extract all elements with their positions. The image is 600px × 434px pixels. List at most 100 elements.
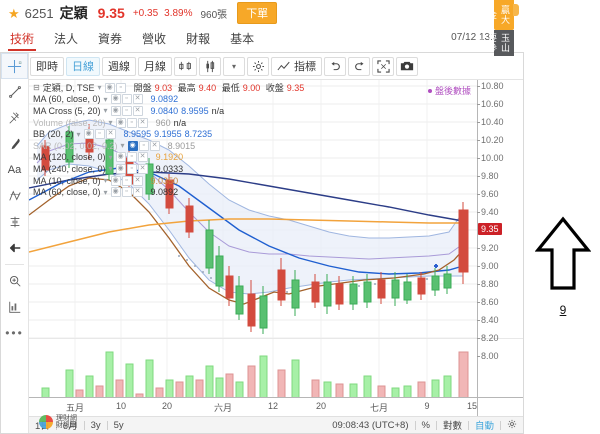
eye-icon[interactable]: ◉ [115, 152, 126, 163]
legend-toggle-group[interactable]: ◉ ▫ [104, 82, 127, 93]
eye-icon[interactable]: ◉ [110, 187, 121, 198]
close-icon[interactable]: ✕ [137, 163, 148, 174]
close-icon[interactable]: ✕ [132, 94, 143, 105]
eye-icon[interactable]: ◉ [127, 140, 138, 151]
interval-monthly[interactable]: 月線 [138, 56, 172, 76]
chevron-down-icon[interactable]: ▾ [103, 187, 108, 197]
close-icon[interactable]: ✕ [132, 175, 143, 186]
chevron-down-icon[interactable]: ▾ [103, 176, 108, 186]
forecast-tool[interactable] [1, 209, 28, 235]
chart-plot-area[interactable]: 盤後數據 ⊟ 定穎, D, TSE ▾ ◉ ▫ 開盤 9.03 最高 9.40 最低… [29, 80, 523, 433]
undo-button[interactable] [324, 56, 346, 76]
settings-icon[interactable]: ▫ [121, 105, 132, 116]
side-tab-promo[interactable]: 贏大金 [487, 0, 514, 30]
log-scale-button[interactable]: 對數 [442, 421, 462, 432]
snapshot-button[interactable] [396, 56, 418, 76]
close-icon[interactable]: ✕ [137, 117, 148, 128]
pitchfork-tool[interactable] [1, 105, 28, 131]
eye-icon[interactable]: ◉ [110, 175, 121, 186]
range-3y[interactable]: 3y [90, 419, 101, 431]
chevron-down-icon[interactable]: ▾ [103, 106, 108, 116]
range-5y[interactable]: 5y [113, 419, 124, 431]
interval-weekly[interactable]: 週線 [102, 56, 136, 76]
settings-icon[interactable]: ▫ [94, 129, 105, 140]
chevron-down-icon[interactable]: ▾ [120, 141, 125, 151]
legend-row-ma120[interactable]: MA (120, close, 0) ▾ ◉ ▫ ✕ 9.1920 [33, 152, 184, 163]
chevron-down-icon[interactable]: ▾ [108, 152, 113, 162]
pane-divider[interactable] [29, 338, 523, 339]
tab-financials[interactable]: 財報 [186, 32, 211, 46]
eye-icon[interactable]: ◉ [104, 82, 115, 93]
eye-icon[interactable]: ◉ [110, 94, 121, 105]
chart-settings-button[interactable] [247, 56, 269, 76]
brush-tool[interactable] [1, 131, 28, 157]
settings-icon[interactable]: ▫ [121, 94, 132, 105]
order-button[interactable]: 下單 [237, 2, 278, 24]
chevron-down-icon[interactable]: ▾ [108, 118, 113, 128]
chart-type-button[interactable] [174, 56, 197, 76]
legend-row-volume[interactable]: Volume (false, 20) ▾ ◉ ▫ ✕ 960 n/a [33, 117, 187, 128]
tab-basic[interactable]: 基本 [230, 32, 255, 46]
legend-ohlc: 開盤 9.03 最高 9.40 最低 9.00 收盤 9.35 [131, 81, 305, 94]
chevron-down-icon[interactable]: ▾ [97, 83, 102, 93]
measure-tool[interactable] [1, 294, 28, 320]
settings-icon[interactable]: ▫ [121, 187, 132, 198]
clock-label[interactable]: 09:08:43 (UTC+8) [332, 419, 409, 431]
more-tools[interactable]: ••• [1, 320, 28, 346]
legend-row-bb[interactable]: BB (20, 2) ▾ ◉ ▫ ✕ 8.9595 9.1955 8.7235 [33, 129, 213, 140]
collapse-icon[interactable]: ⊟ [33, 83, 40, 93]
pattern-tool[interactable] [1, 183, 28, 209]
settings-icon[interactable]: ▫ [126, 163, 137, 174]
text-tool[interactable]: Aa [1, 157, 28, 183]
arrow-tool[interactable] [1, 235, 28, 261]
eye-icon[interactable]: ◉ [110, 105, 121, 116]
chart-type-dropdown[interactable]: ▾ [223, 56, 245, 76]
legend-row-macross[interactable]: MA Cross (5, 20) ▾ ◉ ▫ ✕ 9.0840 8.9595 n/a [33, 105, 225, 116]
settings-icon[interactable]: ▫ [138, 140, 149, 151]
interval-daily[interactable]: 日線 [66, 56, 100, 76]
time-axis[interactable]: 五月 10 20 六月 12 20 七月 9 15 [29, 397, 477, 416]
crosshair-tool[interactable] [1, 53, 28, 79]
price-axis[interactable]: 10.80 10.60 10.40 10.20 10.00 9.80 9.60 … [477, 80, 523, 397]
side-tab-handle[interactable] [513, 4, 519, 16]
range-6m[interactable]: 6月 [62, 421, 78, 432]
chevron-down-icon[interactable]: ▾ [103, 94, 108, 104]
close-icon[interactable]: ✕ [137, 152, 148, 163]
legend-row-sar[interactable]: SAR (0.02, 0.02, 0.2) ▾ ◉ ▫ ✕ 8.9015 [33, 140, 196, 151]
settings-icon[interactable]: ▫ [121, 175, 132, 186]
legend-row-title[interactable]: ⊟ 定穎, D, TSE ▾ ◉ ▫ 開盤 9.03 最高 9.40 最低 9.00 … [33, 82, 304, 94]
close-icon[interactable]: ✕ [132, 105, 143, 116]
nav-tabs: 技術 法人 資券 營收 財報 基本 [0, 26, 600, 52]
eye-icon[interactable]: ◉ [83, 129, 94, 140]
chart-settings-icon-button[interactable] [501, 419, 523, 432]
tab-technical[interactable]: 技術 [8, 27, 37, 51]
settings-icon[interactable]: ▫ [126, 152, 137, 163]
zoom-tool[interactable] [1, 268, 28, 294]
legend-row-ma60b[interactable]: MA (60, close, 0) ▾ ◉ ▫ ✕ 9.0892 [33, 187, 179, 198]
legend-row-ma240[interactable]: MA (240, close, 0) ▾ ◉ ▫ ✕ 9.0333 [33, 163, 184, 174]
tab-institutional[interactable]: 法人 [54, 32, 79, 46]
indicators-button[interactable]: 指標 [271, 56, 322, 76]
trendline-tool[interactable] [1, 79, 28, 105]
eye-icon[interactable]: ◉ [115, 163, 126, 174]
close-icon[interactable]: ✕ [132, 187, 143, 198]
tab-margin[interactable]: 資券 [98, 32, 123, 46]
eye-icon[interactable]: ◉ [115, 117, 126, 128]
indicator-style-button[interactable] [199, 56, 221, 76]
legend-row-ma10[interactable]: MA (10, close, 0) ▾ ◉ ▫ ✕ 9.0350 [33, 175, 179, 186]
close-icon[interactable]: ✕ [105, 129, 116, 140]
interval-realtime[interactable]: 即時 [30, 56, 64, 76]
percent-scale-button[interactable]: % [421, 419, 430, 431]
star-icon[interactable]: ★ [8, 5, 20, 21]
fullscreen-button[interactable] [372, 56, 394, 76]
close-icon[interactable]: ✕ [149, 140, 160, 151]
settings-icon[interactable]: ▫ [126, 117, 137, 128]
chevron-down-icon[interactable]: ▾ [108, 164, 113, 174]
settings-icon[interactable]: ▫ [115, 82, 126, 93]
legend-row-ma60a[interactable]: MA (60, close, 0) ▾ ◉ ▫ ✕ 9.0892 [33, 94, 179, 105]
tab-revenue[interactable]: 營收 [142, 32, 167, 46]
chevron-down-icon[interactable]: ▾ [76, 129, 81, 139]
auto-scale-button[interactable]: 自動 [474, 421, 494, 432]
side-tab-secondary[interactable]: 玉山要參下 [474, 30, 514, 56]
redo-button[interactable] [348, 56, 370, 76]
